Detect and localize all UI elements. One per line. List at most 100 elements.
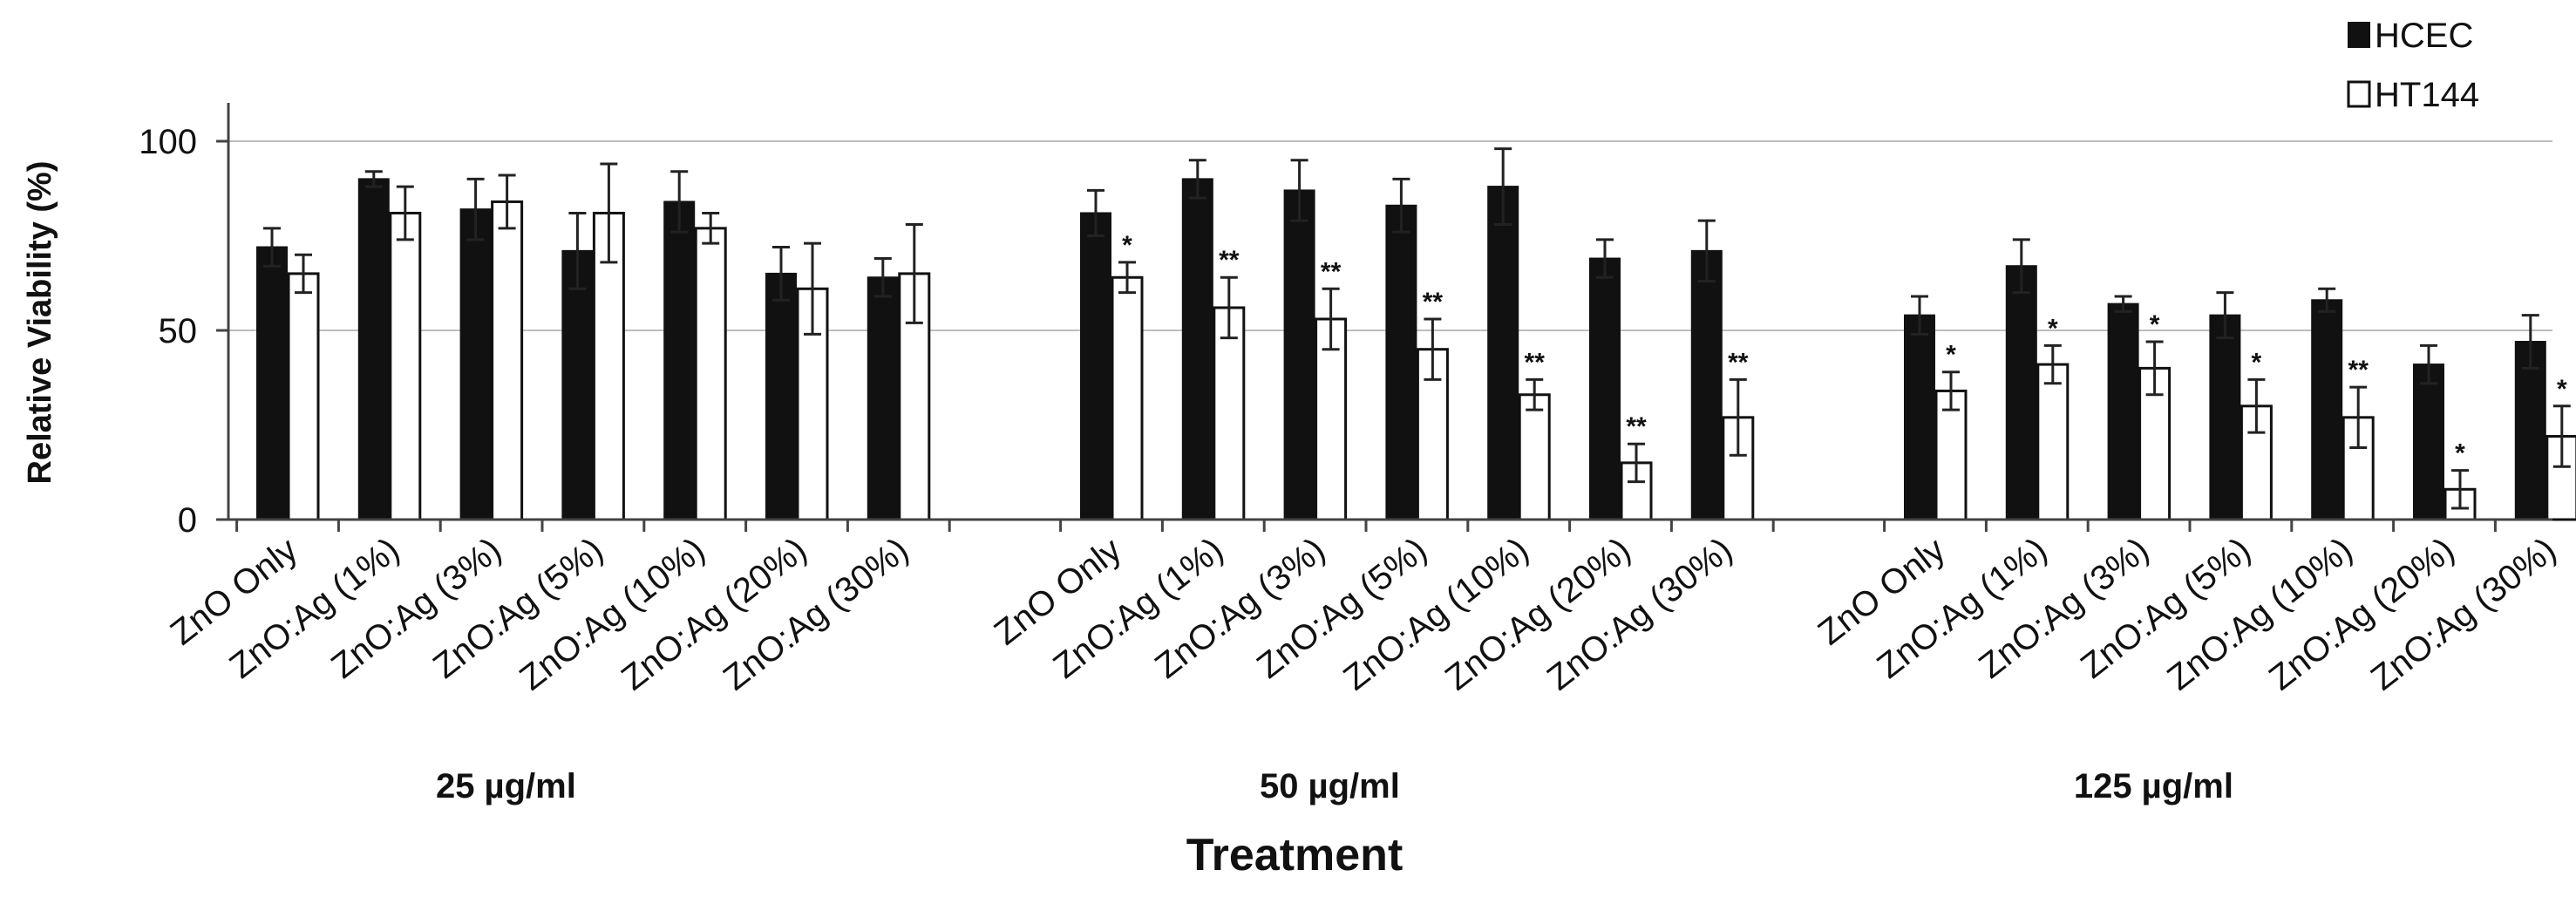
error-bar-ht144 xyxy=(1942,370,1960,411)
error-bar-hcec xyxy=(263,227,281,268)
bar-ht144 xyxy=(1518,393,1551,521)
bar-ht144 xyxy=(1315,317,1348,521)
bar-hcec xyxy=(663,201,696,520)
x-tick-label: ZnO:Ag (30%) xyxy=(1540,530,1740,697)
error-bar-ht144 xyxy=(2145,340,2164,397)
error-bar-hcec xyxy=(1392,177,1410,234)
bar-ht144 xyxy=(1213,306,1246,521)
bar-hcec xyxy=(2107,302,2139,520)
x-axis-title: Treatment xyxy=(1186,830,1404,880)
bar-ht144 xyxy=(2036,363,2070,521)
significance-label: * xyxy=(2150,310,2160,339)
bar-ht144 xyxy=(389,211,422,521)
bar-hcec xyxy=(1589,257,1621,520)
bar-hcec xyxy=(561,249,594,520)
error-bar-hcec xyxy=(2114,295,2132,313)
bar-hcec xyxy=(2311,299,2343,520)
y-axis-title: Relative Viability (%) xyxy=(22,161,58,485)
error-bar-ht144 xyxy=(1220,275,1238,340)
bar-hcec xyxy=(1904,314,1935,521)
error-bar-hcec xyxy=(2216,291,2234,340)
bar-ht144 xyxy=(491,200,524,521)
y-tick-label: 100 xyxy=(139,123,197,161)
significance-label: * xyxy=(1946,341,1956,370)
error-bar-ht144 xyxy=(804,241,821,336)
significance-label: ** xyxy=(1728,348,1749,377)
error-bar-ht144 xyxy=(2552,404,2571,468)
group-label: 50 µg/ml xyxy=(1260,767,1400,805)
bar-hcec xyxy=(2209,314,2241,521)
error-bar-ht144 xyxy=(1628,442,1645,484)
error-bar-ht144 xyxy=(396,185,414,241)
significance-label: ** xyxy=(1219,246,1240,275)
significance-label: * xyxy=(2252,348,2262,377)
bar-hcec xyxy=(765,272,797,520)
bar-ht144 xyxy=(694,227,727,521)
error-bar-ht144 xyxy=(2247,377,2266,434)
error-bar-ht144 xyxy=(600,162,618,264)
error-bar-ht144 xyxy=(2349,385,2368,450)
legend: HCEC HT144 xyxy=(2347,17,2479,114)
x-tick-label: ZnO:Ag (30%) xyxy=(2364,530,2564,697)
bar-hcec xyxy=(2413,364,2444,520)
significance-label: ** xyxy=(1626,412,1647,441)
legend-swatch-hcec xyxy=(2348,22,2370,48)
error-bar-hcec xyxy=(1290,159,1308,222)
significance-label: * xyxy=(2455,439,2465,468)
error-bar-hcec xyxy=(1087,188,1104,237)
error-bar-hcec xyxy=(772,246,790,302)
bar-hcec xyxy=(2005,265,2037,520)
bar-hcec xyxy=(459,208,492,520)
error-bar-ht144 xyxy=(1526,377,1544,411)
significance-label: ** xyxy=(1525,348,1546,377)
y-tick-label: 0 xyxy=(178,501,197,540)
error-bar-ht144 xyxy=(905,222,923,324)
bar-ht144 xyxy=(287,272,320,521)
legend-swatch-ht144 xyxy=(2347,80,2371,108)
significance-label: * xyxy=(2048,314,2058,343)
error-bar-ht144 xyxy=(1424,317,1442,381)
error-bar-hcec xyxy=(2420,343,2437,385)
bar-hcec xyxy=(1283,189,1315,520)
error-bar-hcec xyxy=(670,170,689,234)
error-bar-hcec xyxy=(466,177,485,241)
bar-hcec xyxy=(1181,178,1213,520)
legend-label-ht144: HT144 xyxy=(2375,76,2479,114)
bar-hcec xyxy=(1487,186,1519,521)
error-bar-hcec xyxy=(1494,147,1512,226)
error-bar-hcec xyxy=(1596,238,1614,279)
error-bar-hcec xyxy=(2521,314,2539,370)
error-bar-hcec xyxy=(568,211,587,290)
y-tick-label: 50 xyxy=(159,312,198,350)
bar-hcec xyxy=(867,276,899,520)
group-label: 25 µg/ml xyxy=(436,767,576,805)
significance-label: ** xyxy=(1321,257,1342,286)
bars xyxy=(256,147,2576,521)
significance-label: ** xyxy=(1423,288,1444,316)
bar-hcec xyxy=(357,178,390,520)
axes xyxy=(216,103,2552,532)
legend-label-hcec: HCEC xyxy=(2375,17,2473,55)
x-tick-label: ZnO:Ag (30%) xyxy=(717,530,916,697)
error-bar-ht144 xyxy=(498,173,516,230)
error-bar-hcec xyxy=(873,257,892,298)
bar-hcec xyxy=(1080,212,1111,521)
error-bar-ht144 xyxy=(2451,469,2469,510)
error-bar-ht144 xyxy=(1118,261,1136,295)
error-bar-hcec xyxy=(1697,219,1716,283)
significance-label: * xyxy=(1122,231,1132,260)
bar-ht144 xyxy=(592,211,625,521)
error-bar-hcec xyxy=(1188,159,1206,200)
bar-ht144 xyxy=(1111,275,1144,521)
error-bar-ht144 xyxy=(702,211,720,245)
bar-hcec xyxy=(1385,204,1417,520)
error-bar-hcec xyxy=(2318,287,2336,313)
significance-label: ** xyxy=(2348,356,2369,384)
error-bar-ht144 xyxy=(1729,377,1747,457)
error-bar-ht144 xyxy=(1322,287,1340,351)
bar-hcec xyxy=(256,246,288,520)
bar-hcec xyxy=(1690,249,1723,520)
error-bar-hcec xyxy=(364,170,383,188)
